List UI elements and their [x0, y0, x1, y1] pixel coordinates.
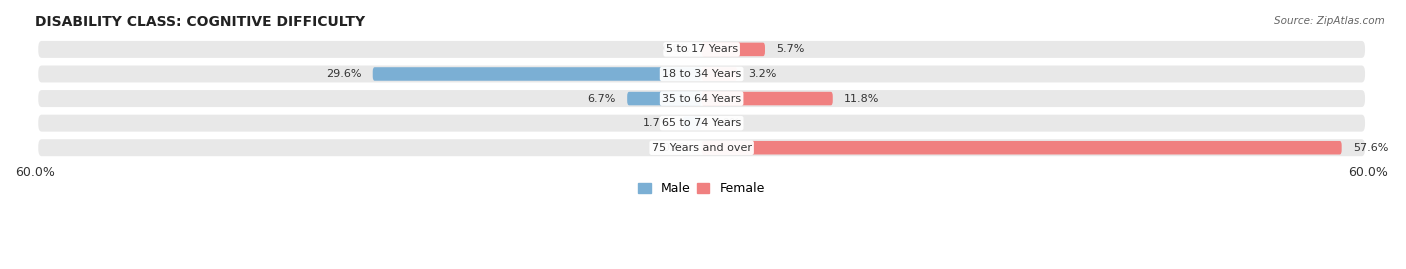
FancyBboxPatch shape	[38, 90, 1365, 107]
Text: DISABILITY CLASS: COGNITIVE DIFFICULTY: DISABILITY CLASS: COGNITIVE DIFFICULTY	[35, 15, 366, 29]
Text: 75 Years and over: 75 Years and over	[651, 143, 752, 153]
Text: 0.0%: 0.0%	[713, 118, 741, 128]
Text: 1.7%: 1.7%	[644, 118, 672, 128]
Text: 5 to 17 Years: 5 to 17 Years	[665, 44, 738, 54]
FancyBboxPatch shape	[627, 92, 702, 105]
Text: 0.0%: 0.0%	[662, 44, 690, 54]
Text: 65 to 74 Years: 65 to 74 Years	[662, 118, 741, 128]
Text: Source: ZipAtlas.com: Source: ZipAtlas.com	[1274, 16, 1385, 26]
Text: 57.6%: 57.6%	[1353, 143, 1388, 153]
Text: 29.6%: 29.6%	[326, 69, 361, 79]
FancyBboxPatch shape	[38, 66, 1365, 83]
FancyBboxPatch shape	[702, 43, 765, 56]
Text: 5.7%: 5.7%	[776, 44, 804, 54]
Text: 35 to 64 Years: 35 to 64 Years	[662, 94, 741, 104]
FancyBboxPatch shape	[702, 141, 1341, 154]
Text: 11.8%: 11.8%	[844, 94, 879, 104]
Text: 0.0%: 0.0%	[662, 143, 690, 153]
Text: 18 to 34 Years: 18 to 34 Years	[662, 69, 741, 79]
Legend: Male, Female: Male, Female	[634, 178, 770, 200]
FancyBboxPatch shape	[38, 139, 1365, 156]
Text: 3.2%: 3.2%	[748, 69, 776, 79]
FancyBboxPatch shape	[38, 41, 1365, 58]
FancyBboxPatch shape	[373, 67, 702, 81]
Text: 6.7%: 6.7%	[588, 94, 616, 104]
FancyBboxPatch shape	[702, 67, 737, 81]
FancyBboxPatch shape	[683, 116, 702, 130]
FancyBboxPatch shape	[38, 115, 1365, 132]
FancyBboxPatch shape	[702, 92, 832, 105]
